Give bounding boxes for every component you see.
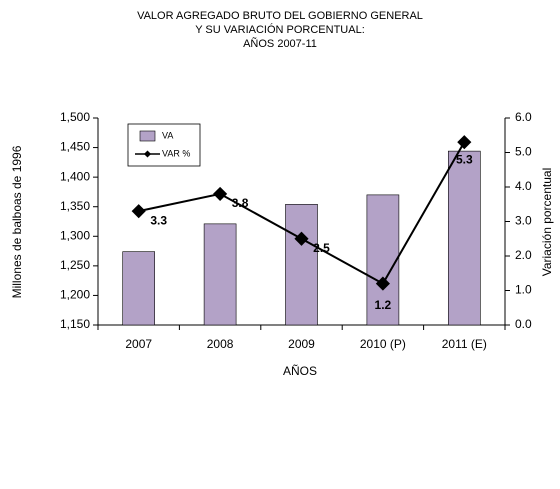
bar — [285, 204, 318, 326]
marker — [213, 186, 228, 201]
x-axis-title: AÑOS — [283, 364, 317, 378]
y-tick-label: 1,450 — [60, 140, 90, 154]
bar — [447, 150, 481, 326]
y2-tick-label: 0.0 — [515, 317, 532, 331]
data-label: 3.3 — [150, 213, 167, 227]
y-tick-label: 1,250 — [60, 258, 90, 272]
y2-tick-label: 3.0 — [515, 214, 532, 228]
marker — [131, 204, 146, 219]
y2-tick-label: 4.0 — [515, 179, 532, 193]
data-label: 3.8 — [232, 196, 249, 210]
bar — [366, 194, 400, 326]
y-tick-label: 1,400 — [60, 169, 90, 183]
marker — [294, 231, 309, 246]
chart-title: AÑOS 2007-11 — [243, 37, 317, 50]
y-tick-label: 1,200 — [60, 288, 90, 302]
y2-tick-label: 5.0 — [515, 145, 532, 159]
y2-tick-label: 1.0 — [515, 283, 532, 297]
data-label: 2.5 — [313, 241, 330, 255]
chart-title: Y SU VARIACIÓN PORCENTUAL: — [195, 23, 365, 36]
legend-swatch — [139, 130, 156, 142]
y-tick-label: 1,350 — [60, 199, 90, 213]
legend-label: VA — [162, 130, 173, 140]
y-tick-label: 1,500 — [60, 110, 90, 124]
legend-marker — [143, 150, 152, 158]
chart-title: VALOR AGREGADO BRUTO DEL GOBIERNO GENERA… — [137, 10, 423, 22]
x-tick-label: 2007 — [125, 337, 152, 351]
bar — [122, 251, 155, 326]
y-axis-title: Millones de balboas de 1996 — [10, 145, 24, 298]
data-label: 5.3 — [456, 152, 473, 166]
marker — [375, 276, 390, 291]
x-tick-label: 2009 — [288, 337, 315, 351]
y2-tick-label: 6.0 — [515, 110, 532, 124]
y-tick-label: 1,150 — [60, 317, 90, 331]
data-label: 1.2 — [375, 298, 392, 312]
x-tick-label: 2008 — [207, 337, 234, 351]
legend-label: VAR % — [162, 148, 190, 158]
marker — [457, 135, 472, 150]
bar — [203, 223, 237, 326]
y-tick-label: 1,300 — [60, 228, 90, 242]
y2-tick-label: 2.0 — [515, 248, 532, 262]
y2-axis-title: Variación porcentual — [540, 168, 554, 277]
x-tick-label: 2011 (E) — [442, 337, 487, 351]
x-tick-label: 2010 (P) — [360, 337, 406, 351]
